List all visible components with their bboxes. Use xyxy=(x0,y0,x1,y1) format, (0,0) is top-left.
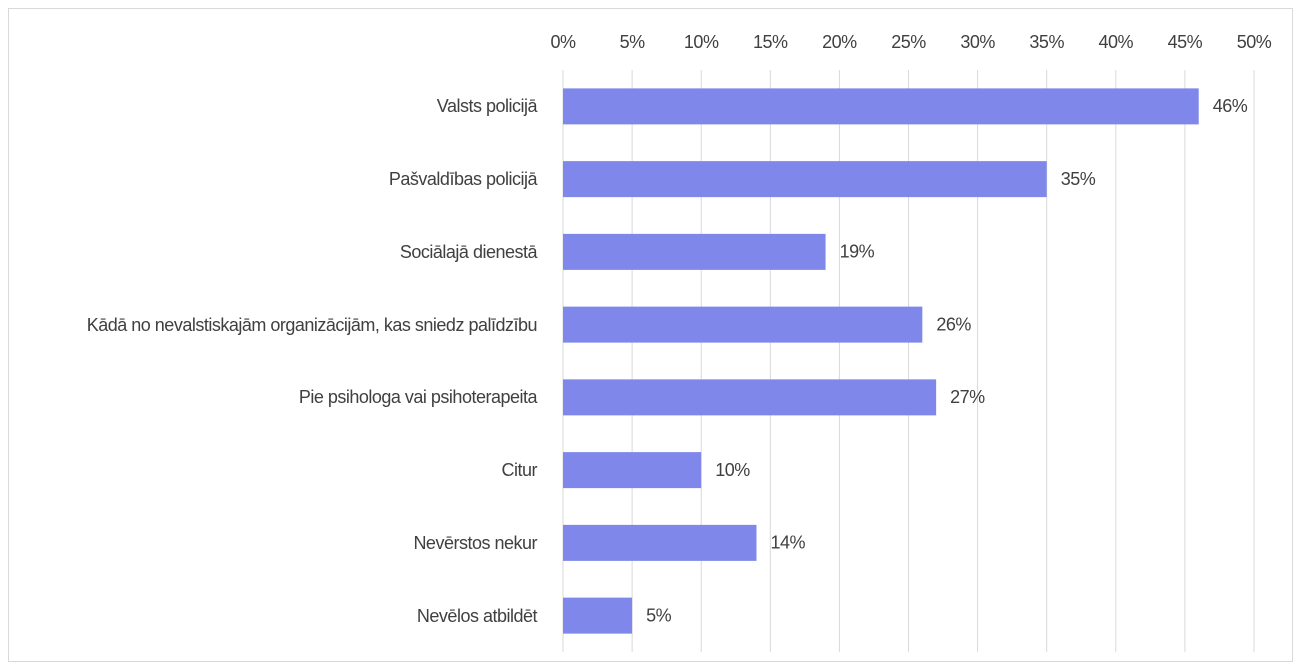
data-label: 19% xyxy=(840,242,875,262)
bar xyxy=(563,379,937,416)
x-tick-label: 15% xyxy=(753,32,788,52)
x-tick-label: 25% xyxy=(891,32,926,52)
data-label: 46% xyxy=(1213,96,1248,116)
data-label: 5% xyxy=(646,605,672,625)
x-tick-label: 20% xyxy=(822,32,857,52)
y-tick-label: Pie psihologa vai psihoterapeita xyxy=(298,387,538,408)
x-tick-label: 10% xyxy=(684,32,719,52)
bar xyxy=(563,524,757,561)
data-label: 35% xyxy=(1061,169,1096,189)
y-tick-label: Citur xyxy=(501,460,537,481)
x-tick-label: 0% xyxy=(550,32,576,52)
bar xyxy=(563,88,1199,125)
data-label: 27% xyxy=(950,387,985,407)
y-tick-label: Pašvaldības policijā xyxy=(388,169,538,190)
bar xyxy=(563,306,923,343)
x-tick-label: 45% xyxy=(1168,32,1203,52)
x-tick-label: 40% xyxy=(1099,32,1134,52)
bar xyxy=(563,233,826,270)
data-label: 26% xyxy=(936,314,971,334)
bar xyxy=(563,161,1047,198)
data-label: 10% xyxy=(715,460,750,480)
y-tick-label: Sociālajā dienestā xyxy=(399,241,538,262)
bar xyxy=(563,452,702,489)
data-label: 14% xyxy=(770,533,805,553)
bar xyxy=(563,597,633,634)
y-tick-label: Kādā no nevalstiskajām organizācijām, ka… xyxy=(86,314,538,335)
x-tick-label: 30% xyxy=(960,32,995,52)
x-tick-label: 5% xyxy=(620,32,646,52)
y-tick-label: Nevērstos nekur xyxy=(413,532,537,553)
x-tick-label: 35% xyxy=(1029,32,1064,52)
x-tick-label: 50% xyxy=(1237,32,1272,52)
y-tick-label: Nevēlos atbildēt xyxy=(416,605,538,626)
y-tick-label: Valsts policijā xyxy=(436,96,538,117)
